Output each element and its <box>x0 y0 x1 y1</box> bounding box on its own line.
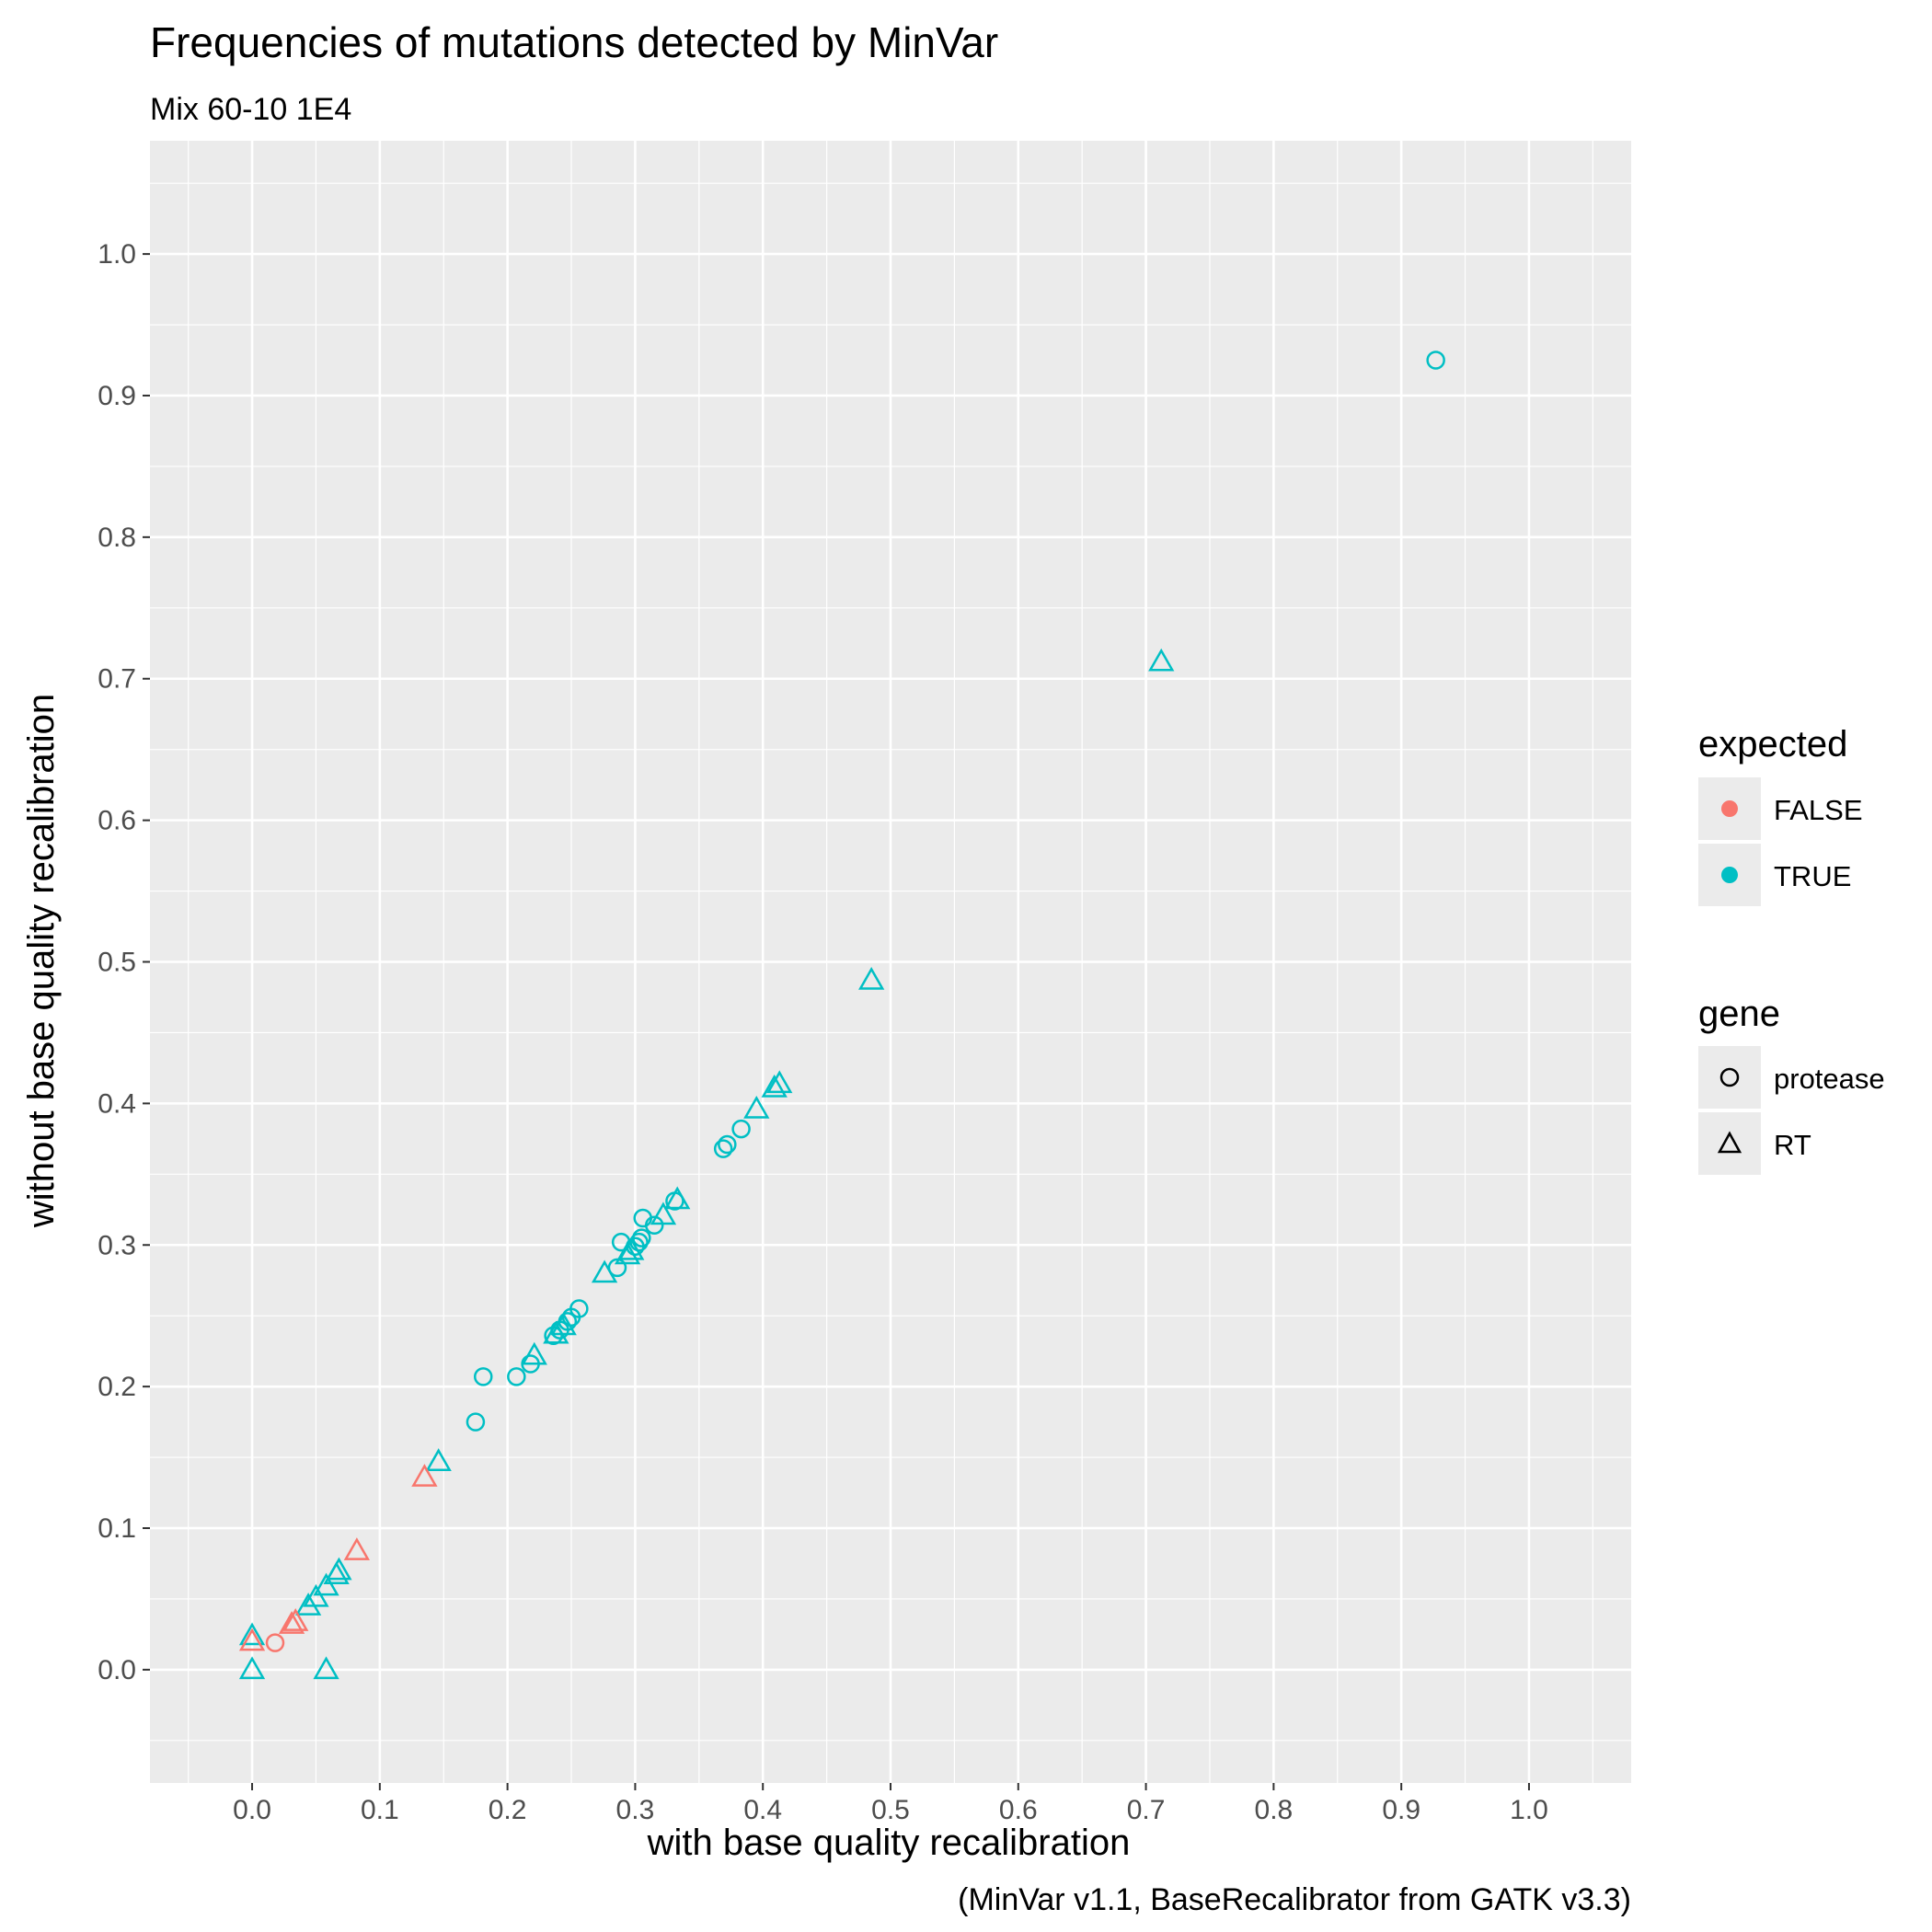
data-point-rt <box>343 1537 370 1560</box>
data-point-protease <box>1426 351 1445 370</box>
data-point-rt <box>521 1341 547 1365</box>
x-tick-label: 1.0 <box>1510 1795 1548 1825</box>
legend-title-gene: gene <box>1698 994 1780 1034</box>
legend-swatch-true <box>1721 867 1738 883</box>
y-tick-label: 1.0 <box>98 239 136 270</box>
chart-caption: (MinVar v1.1, BaseRecalibrator from GATK… <box>958 1882 1631 1917</box>
y-tick-label: 0.8 <box>98 523 136 553</box>
x-tick-label: 0.6 <box>999 1795 1038 1825</box>
data-point-rt <box>313 1656 339 1680</box>
x-tick-label: 0.8 <box>1255 1795 1294 1825</box>
x-tick-label: 0.9 <box>1382 1795 1420 1825</box>
x-axis: 0.0 0.1 0.2 0.3 0.4 0.5 0.6 0.7 0.8 0.9 1.0 <box>233 1783 1548 1825</box>
y-tick-label: 0.7 <box>98 664 136 695</box>
data-point-protease <box>731 1119 751 1139</box>
legend-swatch-rt <box>1717 1131 1742 1154</box>
data-point-rt <box>411 1464 438 1487</box>
data-point-rt <box>425 1448 452 1471</box>
data-point-rt <box>303 1583 329 1607</box>
data-point-rt <box>858 966 885 990</box>
y-axis-title: without base quality recalibration <box>21 694 62 1228</box>
data-point-rt <box>323 1561 350 1585</box>
y-tick-label: 0.6 <box>98 806 136 836</box>
x-tick-label: 0.0 <box>233 1795 271 1825</box>
legend-label-true: TRUE <box>1774 860 1851 892</box>
x-tick-label: 0.3 <box>616 1795 655 1825</box>
data-point-rt <box>550 1312 577 1336</box>
data-point-rt <box>238 1656 266 1680</box>
legend-title-expected: expected <box>1698 724 1847 765</box>
legend-label-protease: protease <box>1774 1063 1885 1095</box>
data-point-protease <box>544 1326 563 1345</box>
legend-label-false: FALSE <box>1774 794 1863 826</box>
legend-key-rt <box>1698 1112 1761 1175</box>
chart-title: Frequencies of mutations detected by Min… <box>150 18 998 66</box>
data-point-protease <box>665 1191 684 1211</box>
data-point-rt <box>591 1259 618 1283</box>
data-point-protease <box>713 1139 733 1158</box>
data-point-protease <box>718 1134 737 1155</box>
legend: expected FALSE TRUE gene protease RT <box>1698 724 1885 1175</box>
data-point-protease <box>644 1215 664 1235</box>
legend-key-protease <box>1698 1046 1761 1109</box>
data-point-rt <box>1148 648 1175 672</box>
x-axis-title: with base quality recalibration <box>647 1823 1131 1863</box>
data-point-rt <box>614 1241 641 1265</box>
y-tick-label: 0.4 <box>98 1088 136 1119</box>
data-point-rt <box>743 1096 770 1119</box>
x-tick-label: 0.7 <box>1127 1795 1166 1825</box>
legend-swatch-false <box>1721 800 1738 817</box>
y-tick-label: 0.9 <box>98 381 136 411</box>
data-point-rt <box>282 1608 309 1631</box>
data-point-protease <box>607 1258 627 1278</box>
y-tick-label: 0.0 <box>98 1655 136 1685</box>
data-point-rt <box>238 1627 266 1651</box>
data-point-protease <box>466 1412 486 1432</box>
x-tick-label: 0.1 <box>361 1795 399 1825</box>
y-tick-label: 0.5 <box>98 948 136 978</box>
legend-swatch-protease <box>1719 1067 1740 1087</box>
data-point-rt <box>278 1611 305 1634</box>
x-tick-label: 0.2 <box>489 1795 527 1825</box>
data-point-protease <box>507 1367 526 1386</box>
x-tick-label: 0.5 <box>871 1795 910 1825</box>
y-axis: 0.0 0.1 0.2 0.3 0.4 0.5 0.6 0.7 0.8 0.9 1.0 <box>98 239 150 1685</box>
data-point-rt <box>313 1572 339 1596</box>
y-tick-label: 0.3 <box>98 1230 136 1260</box>
data-point-protease <box>521 1354 540 1374</box>
data-point-rt <box>618 1236 645 1260</box>
data-point-rt <box>294 1593 322 1616</box>
y-tick-label: 0.2 <box>98 1372 136 1402</box>
data-points <box>238 351 1445 1680</box>
chart-subtitle: Mix 60-10 1E4 <box>150 92 351 127</box>
x-tick-label: 0.4 <box>743 1795 782 1825</box>
plot-panel <box>150 141 1631 1783</box>
data-point-protease <box>265 1633 285 1652</box>
data-point-protease <box>474 1367 493 1386</box>
data-point-rt <box>238 1622 266 1646</box>
data-point-rt <box>766 1070 793 1094</box>
legend-label-rt: RT <box>1774 1129 1811 1161</box>
y-tick-label: 0.1 <box>98 1513 136 1544</box>
data-point-rt <box>761 1074 788 1098</box>
